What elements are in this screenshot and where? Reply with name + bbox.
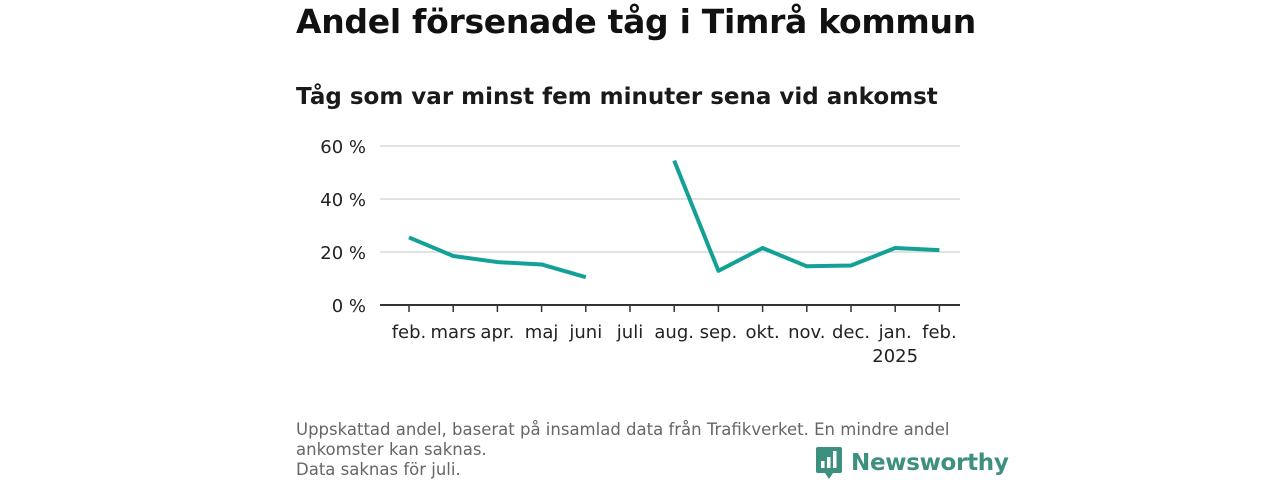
- x-tick-label: maj: [525, 322, 559, 343]
- chart-title: Andel försenade tåg i Timrå kommun: [296, 2, 976, 41]
- series-line: [408, 159, 940, 280]
- bar-chart-badge-icon: [816, 447, 842, 479]
- x-tick-label: jan.: [878, 322, 912, 343]
- y-tick-label: 60 %: [320, 137, 366, 158]
- x-tick-label: juli: [616, 322, 643, 343]
- footer-note-source: Uppskattad andel, baserat på insamlad da…: [296, 420, 950, 459]
- x-tick-label: juni: [568, 322, 602, 343]
- x-tick-label: aug.: [654, 322, 694, 343]
- y-axis-ticks: 0 % 20 % 40 % 60 %: [320, 137, 366, 317]
- line-chart: 0 %20 %40 %60 % feb. mars apr. maj juni juli a…: [320, 137, 960, 367]
- x-tick-label: feb.: [922, 322, 957, 343]
- series-segment: [672, 159, 940, 273]
- x-tick-label: nov.: [788, 322, 825, 343]
- y-tick-label: 0 %: [332, 296, 366, 317]
- chart-subtitle: Tåg som var minst fem minuter sena vid a…: [296, 84, 938, 110]
- y-tick-label: 40 %: [320, 190, 366, 211]
- x-tick-label: mars: [431, 322, 476, 343]
- series-segment: [408, 235, 587, 280]
- y-tick-label: 20 %: [320, 243, 366, 264]
- x-tick-label: okt.: [745, 322, 779, 343]
- x-tick-label: feb.: [392, 322, 427, 343]
- brand-name: Newsworthy: [851, 450, 1009, 476]
- x-axis-ticks: feb. mars apr. maj juni juli aug. sep. okt. nov. d…: [392, 305, 957, 367]
- x-tick-label: sep.: [700, 322, 738, 343]
- footer-notes: Uppskattad andel, baserat på insamlad da…: [296, 420, 986, 480]
- footer-note-missing: Data saknas för juli.: [296, 460, 461, 479]
- newsworthy-logo: Newsworthy: [815, 446, 1009, 480]
- gridlines: [380, 145, 960, 253]
- x-tick-sublabel: 2025: [872, 346, 918, 367]
- x-tick-label: apr.: [480, 322, 514, 343]
- x-tick-label: dec.: [832, 322, 870, 343]
